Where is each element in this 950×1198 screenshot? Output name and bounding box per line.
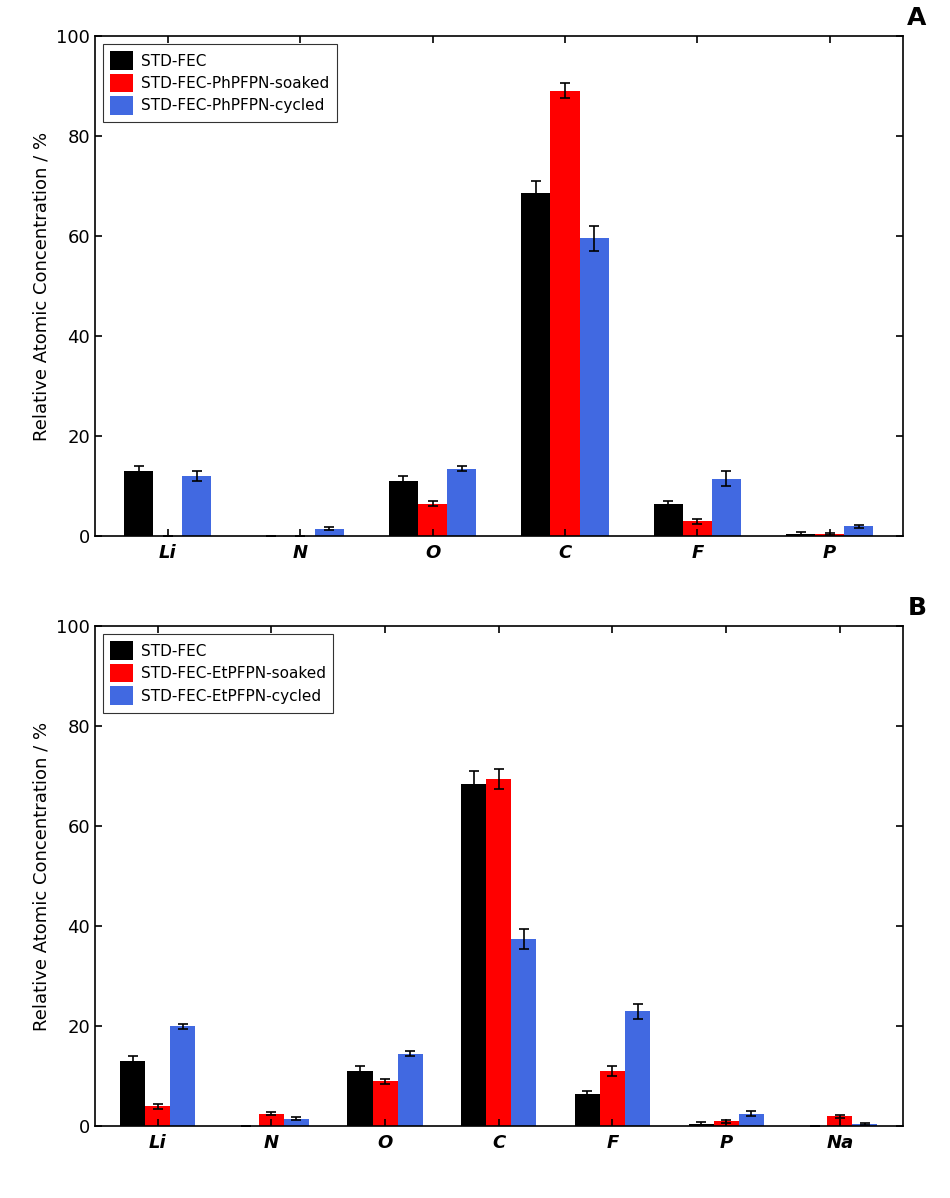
Text: B: B: [907, 597, 926, 621]
Y-axis label: Relative Atomic Concentration / %: Relative Atomic Concentration / %: [32, 721, 50, 1030]
Bar: [689, 1124, 713, 1126]
Bar: [145, 1106, 170, 1126]
Bar: [397, 1053, 423, 1126]
Bar: [447, 468, 476, 536]
Bar: [348, 1071, 372, 1126]
Text: A: A: [907, 6, 926, 30]
Bar: [182, 476, 212, 536]
Bar: [258, 1114, 284, 1126]
Bar: [625, 1011, 650, 1126]
Bar: [461, 783, 486, 1126]
Bar: [486, 779, 511, 1126]
Legend: STD-FEC, STD-FEC-PhPFPN-soaked, STD-FEC-PhPFPN-cycled: STD-FEC, STD-FEC-PhPFPN-soaked, STD-FEC-…: [103, 43, 336, 122]
Bar: [739, 1114, 764, 1126]
Bar: [522, 193, 550, 536]
Bar: [815, 533, 845, 536]
Bar: [372, 1081, 397, 1126]
Bar: [418, 503, 447, 536]
Bar: [786, 533, 815, 536]
Legend: STD-FEC, STD-FEC-EtPFPN-soaked, STD-FEC-EtPFPN-cycled: STD-FEC, STD-FEC-EtPFPN-soaked, STD-FEC-…: [103, 634, 333, 713]
Bar: [713, 1121, 739, 1126]
Bar: [314, 528, 344, 536]
Bar: [170, 1027, 195, 1126]
Bar: [683, 521, 712, 536]
Bar: [575, 1094, 600, 1126]
Bar: [600, 1071, 625, 1126]
Y-axis label: Relative Atomic Concentration / %: Relative Atomic Concentration / %: [32, 132, 50, 441]
Bar: [852, 1124, 878, 1126]
Bar: [712, 478, 741, 536]
Bar: [827, 1117, 852, 1126]
Bar: [284, 1119, 309, 1126]
Bar: [389, 482, 418, 536]
Bar: [580, 238, 609, 536]
Bar: [120, 1061, 145, 1126]
Bar: [654, 503, 683, 536]
Bar: [550, 91, 580, 536]
Bar: [511, 938, 537, 1126]
Bar: [124, 471, 153, 536]
Bar: [845, 526, 873, 536]
